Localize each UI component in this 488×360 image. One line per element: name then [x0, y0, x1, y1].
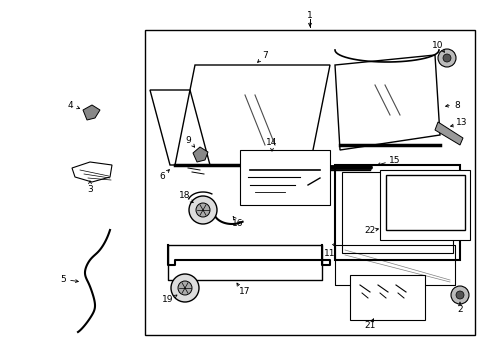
Text: 13: 13	[455, 117, 467, 126]
Text: 21: 21	[364, 320, 375, 329]
Circle shape	[450, 286, 468, 304]
Text: 12: 12	[455, 206, 467, 215]
Polygon shape	[83, 105, 100, 120]
Text: 15: 15	[388, 156, 400, 165]
Text: 6: 6	[159, 171, 164, 180]
Circle shape	[442, 54, 450, 62]
Text: 22: 22	[364, 225, 375, 234]
Circle shape	[171, 274, 199, 302]
Text: 4: 4	[67, 100, 73, 109]
Polygon shape	[434, 122, 462, 145]
Text: 20: 20	[354, 291, 365, 300]
Text: 18: 18	[179, 190, 190, 199]
Bar	[379, 170, 469, 240]
Text: 11: 11	[324, 248, 335, 257]
Text: 17: 17	[239, 288, 250, 297]
Text: 10: 10	[431, 41, 443, 50]
Circle shape	[189, 196, 217, 224]
Circle shape	[178, 281, 192, 295]
Text: 8: 8	[453, 100, 459, 109]
Circle shape	[455, 291, 463, 299]
Text: 2: 2	[456, 305, 462, 314]
Text: 19: 19	[162, 296, 173, 305]
Circle shape	[196, 203, 209, 217]
Text: 1: 1	[306, 10, 312, 19]
Text: 5: 5	[60, 275, 66, 284]
Bar	[145, 30, 474, 335]
Text: 9: 9	[185, 135, 190, 144]
Text: 3: 3	[87, 185, 93, 194]
Circle shape	[437, 49, 455, 67]
Text: 14: 14	[266, 138, 277, 147]
Text: 7: 7	[262, 50, 267, 59]
Polygon shape	[193, 147, 207, 162]
Bar	[349, 275, 424, 320]
Text: 16: 16	[232, 219, 243, 228]
Bar	[240, 150, 329, 205]
